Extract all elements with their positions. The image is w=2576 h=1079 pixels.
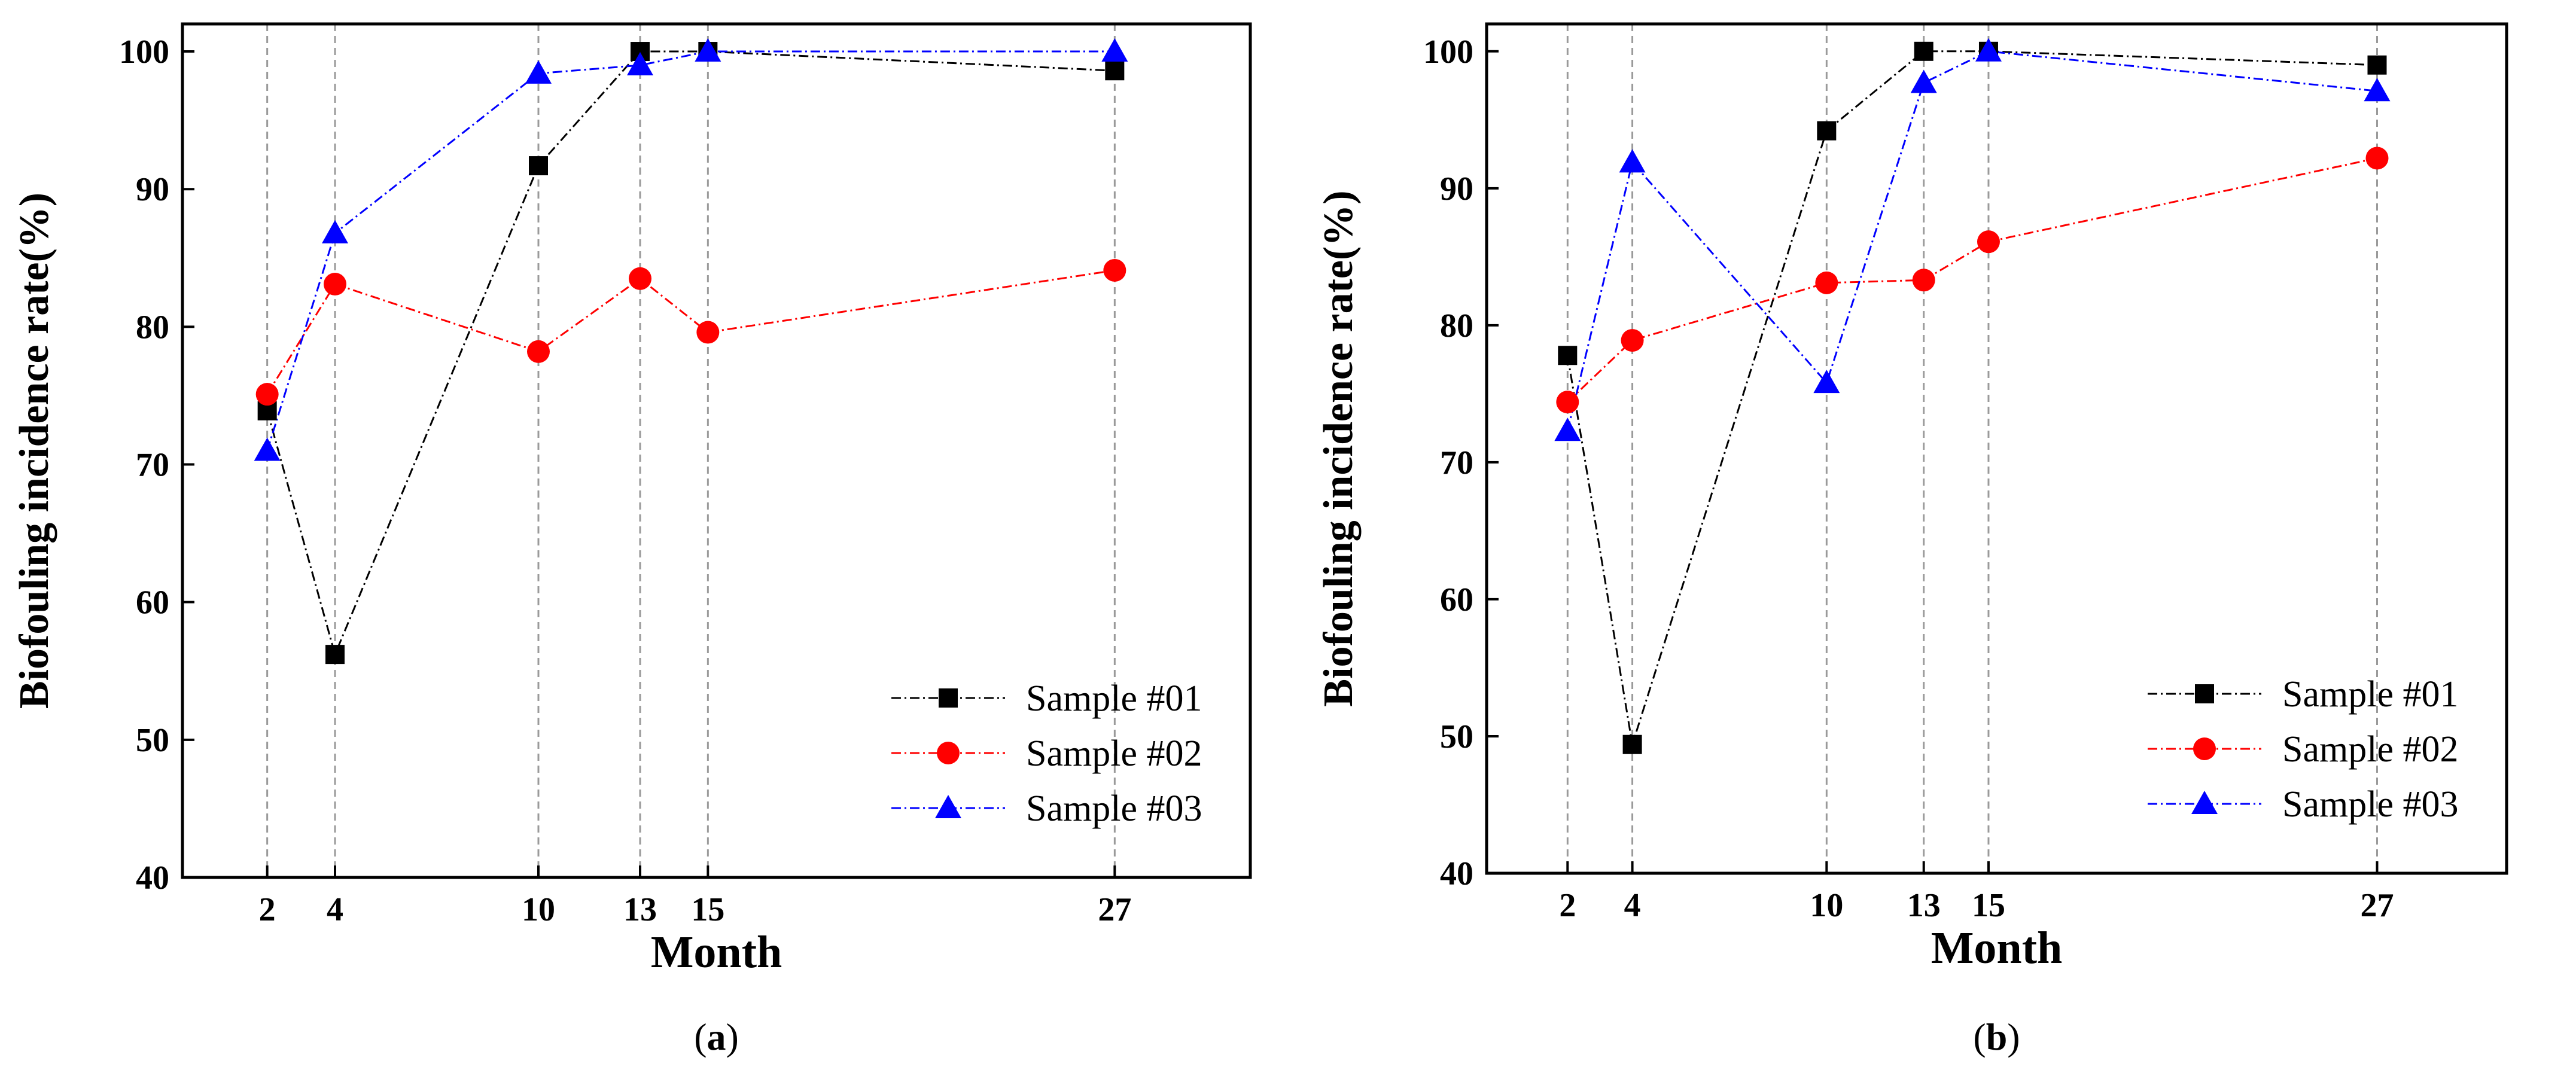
data-point-series-3-month-4 [322,220,348,243]
legend-marker-2 [2193,737,2216,760]
axes-frame [181,22,1252,879]
data-point-series-3-month-15 [695,38,721,62]
y-tick-label-60: 60 [136,584,169,621]
data-point-series-3-month-10 [1813,370,1840,394]
data-point-series-2-month-13 [629,267,651,290]
x-tick-label-15: 15 [691,891,724,928]
legend-label-1: Sample #01 [1026,678,1202,719]
chart-panel-a: 40 50 60 70 80 90 100 2 4 10 13 15 27 Month Biofouling… [11,22,1252,1058]
data-point-series-3-month-13 [627,52,653,76]
x-tick-label-4: 4 [327,891,343,928]
legend-marker-1 [939,688,958,708]
legend-marker-2 [937,742,960,764]
data-point-series-2-month-10 [1815,271,1838,294]
data-point-series-3-month-4 [1619,149,1646,173]
data-point-series-3-month-13 [1910,69,1937,93]
x-tick-label-10: 10 [522,891,555,928]
legend-marker-3 [2191,791,2218,814]
data-point-series-1-month-13 [1914,41,1933,61]
x-tick-label-15: 15 [1972,887,2005,924]
axes-frame [1485,22,2508,875]
y-tick-label-40: 40 [1440,855,1473,892]
legend-label-3: Sample #03 [1026,788,1202,829]
panel-label: (b) [1973,1016,2020,1058]
x-tick-label-4: 4 [1624,887,1641,924]
data-point-series-1-month-2 [1558,346,1578,365]
data-point-series-2-month-15 [1977,230,2000,254]
x-tick-label-27: 27 [2360,887,2394,924]
data-point-series-1-month-4 [1622,734,1642,754]
y-tick-label-70: 70 [136,447,169,484]
y-tick-label-90: 90 [1440,170,1473,208]
legend-label-2: Sample #02 [1026,733,1202,774]
y-tick-label-60: 60 [1440,581,1473,618]
data-point-series-1-month-27 [1105,61,1125,81]
data-point-series-3-month-27 [1101,38,1128,62]
data-point-series-1-month-4 [325,645,345,665]
series-line-2 [266,269,1115,395]
series-line-3 [1566,50,2377,431]
x-tick-label-10: 10 [1810,887,1843,924]
x-axis-title: Month [651,927,782,977]
data-point-series-1-month-10 [529,156,548,176]
data-point-series-2-month-27 [2365,147,2389,170]
x-tick-label-27: 27 [1098,891,1131,928]
data-point-series-1-month-27 [2367,55,2387,75]
x-tick-label-2: 2 [259,891,276,928]
data-point-series-2-month-4 [1621,329,1644,352]
legend-label-2: Sample #02 [2282,729,2458,770]
x-axis-title: Month [1931,923,2063,973]
data-point-series-2-month-15 [696,321,720,344]
y-tick-label-100: 100 [1423,33,1473,71]
legend-label-1: Sample #01 [2282,674,2458,715]
data-point-series-3-month-2 [254,437,281,461]
y-axis-title: Biofouling incidence rate(%) [1316,190,1362,706]
series-line-1 [1566,50,2377,745]
data-point-series-1-month-10 [1817,121,1837,141]
y-tick-label-90: 90 [136,171,169,208]
series-line-1 [266,50,1115,657]
data-point-series-2-month-4 [324,273,346,296]
y-tick-label-50: 50 [1440,718,1473,755]
panel-label: (a) [694,1016,739,1058]
x-tick-label-13: 13 [623,891,657,928]
x-tick-label-2: 2 [1559,887,1576,924]
data-point-series-3-month-2 [1554,417,1581,441]
legend-label-3: Sample #03 [2282,784,2458,825]
legend-marker-1 [2195,684,2214,703]
x-tick-label-13: 13 [1907,887,1941,924]
y-tick-label-80: 80 [136,309,169,346]
series-line-3 [266,50,1115,451]
data-point-series-2-month-2 [1556,391,1579,414]
chart-panel-b: 40 50 60 70 80 90 100 2 4 10 13 15 27 Month Biofouling… [1316,22,2508,1058]
series-line-2 [1567,157,2377,403]
y-tick-label-100: 100 [119,33,169,71]
y-tick-label-40: 40 [136,859,169,897]
y-tick-label-70: 70 [1440,444,1473,481]
data-point-series-2-month-13 [1912,269,1935,292]
y-tick-label-50: 50 [136,722,169,759]
y-tick-label-80: 80 [1440,307,1473,345]
legend-marker-3 [935,795,961,818]
data-point-series-3-month-10 [525,60,552,84]
data-point-series-2-month-10 [527,340,550,363]
data-point-series-3-month-15 [1975,38,2002,62]
data-point-series-3-month-27 [2364,78,2391,102]
data-point-series-2-month-27 [1103,258,1126,282]
y-axis-title: Biofouling incidence rate(%) [11,193,57,709]
data-point-series-2-month-2 [255,383,279,406]
